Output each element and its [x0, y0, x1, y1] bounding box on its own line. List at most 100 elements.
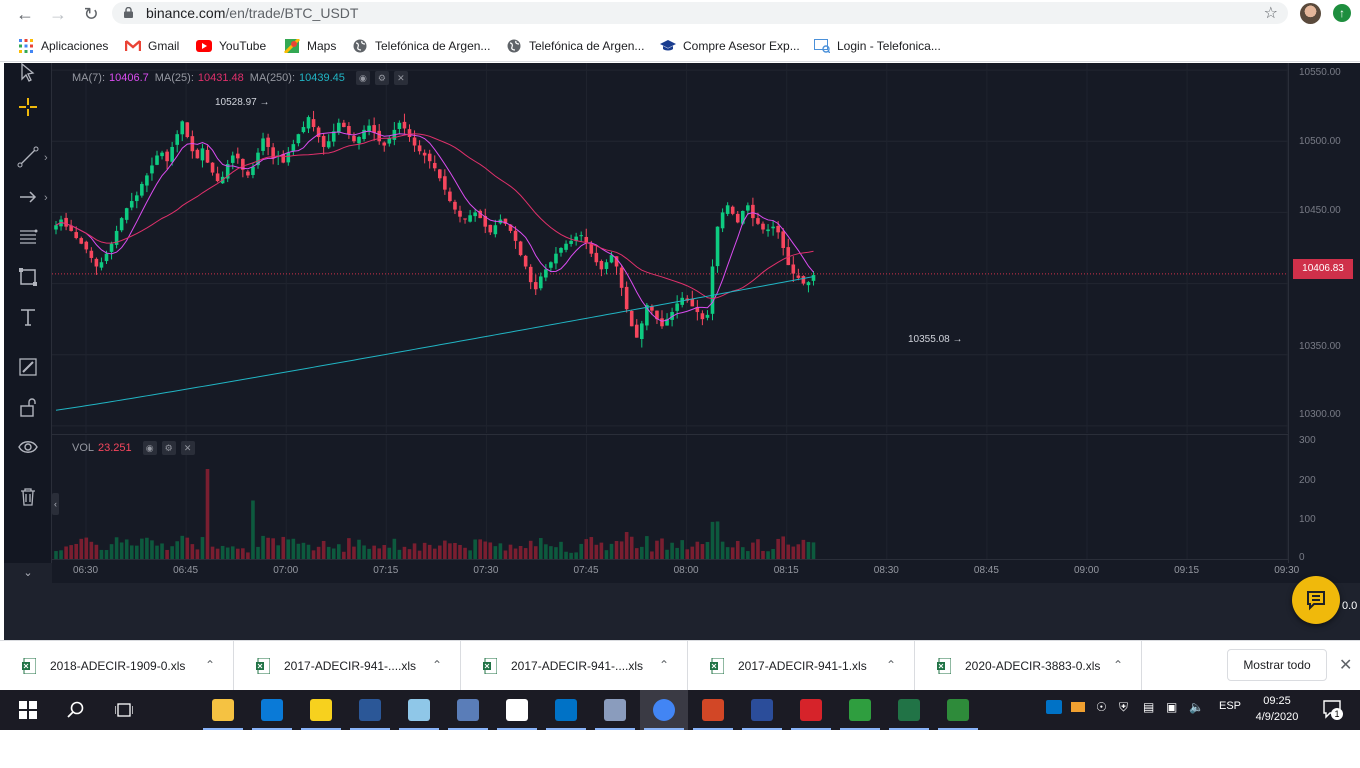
- lock-tool[interactable]: [14, 394, 42, 420]
- expand-chevron-icon[interactable]: ›: [44, 192, 48, 204]
- close-icon[interactable]: ✕: [180, 441, 195, 455]
- candle: [488, 224, 493, 233]
- close-icon[interactable]: ✕: [393, 71, 408, 85]
- rectangle-tool[interactable]: [14, 264, 42, 290]
- download-item[interactable]: 2020-ADECIR-3883-0.xls ⌃: [915, 641, 1142, 691]
- outlook-tray-icon[interactable]: [1046, 700, 1062, 717]
- back-icon[interactable]: ←: [16, 4, 34, 24]
- cursor-tool[interactable]: [14, 59, 42, 85]
- volume-bar: [347, 538, 351, 560]
- download-item[interactable]: 2017-ADECIR-941-....xls ⌃: [234, 641, 461, 691]
- edge-icon[interactable]: [248, 690, 296, 730]
- network-icon[interactable]: ▣: [1166, 700, 1178, 714]
- bookmark-asesor[interactable]: Compre Asesor Exp...: [660, 37, 800, 55]
- forward-icon[interactable]: →: [49, 4, 67, 24]
- sticky-notes-icon[interactable]: [297, 690, 345, 730]
- bookmark-telefonica-1[interactable]: Telefónica de Argen...: [352, 37, 490, 55]
- crosshair-tool[interactable]: [14, 94, 42, 120]
- mail-tray-icon[interactable]: [1071, 700, 1085, 715]
- bookmark-youtube[interactable]: YouTube: [196, 37, 266, 55]
- settings-icon[interactable]: ⚙: [374, 71, 389, 85]
- volume-bar: [251, 500, 255, 560]
- snipping-icon[interactable]: [444, 690, 492, 730]
- volume-bar: [286, 539, 291, 560]
- download-item[interactable]: 2017-ADECIR-941-1.xls ⌃: [688, 641, 915, 691]
- chrome-icon[interactable]: [640, 690, 688, 730]
- bookmark-login[interactable]: Login - Telefonica...: [814, 37, 941, 55]
- language-indicator[interactable]: ESP: [1219, 700, 1242, 712]
- notepad-icon[interactable]: [395, 690, 443, 730]
- outlook-icon[interactable]: [542, 690, 590, 730]
- task-view-icon[interactable]: [100, 690, 148, 730]
- excel-tool-icon[interactable]: [934, 690, 982, 730]
- excel-icon[interactable]: [885, 690, 933, 730]
- windows-start-icon[interactable]: [4, 690, 52, 730]
- volume-icon[interactable]: 🔈: [1189, 700, 1204, 714]
- arrow-tool[interactable]: [14, 184, 42, 210]
- reload-icon[interactable]: ↻: [83, 4, 99, 24]
- eye-icon[interactable]: ◉: [142, 441, 157, 455]
- app-green-icon[interactable]: [836, 690, 884, 730]
- profile-avatar[interactable]: [1300, 3, 1321, 24]
- url-field[interactable]: binance.com/en/trade/BTC_USDT ☆: [112, 2, 1288, 24]
- powerpoint-icon[interactable]: [689, 690, 737, 730]
- chevron-up-icon[interactable]: ⌃: [1112, 658, 1123, 672]
- imap-icon[interactable]: [738, 690, 786, 730]
- chevron-up-icon[interactable]: ⌃: [658, 658, 669, 672]
- time-tick: 07:00: [273, 565, 299, 576]
- volume-pane[interactable]: VOL 23.251 ◉ ⚙ ✕ ‹: [52, 434, 1288, 560]
- network-adapter-icon[interactable]: ▤: [1143, 700, 1155, 714]
- sync-tray-icon[interactable]: ☉: [1096, 700, 1107, 714]
- chevron-up-icon[interactable]: ⌃: [431, 658, 442, 672]
- volume-bar: [109, 544, 114, 560]
- eye-icon[interactable]: ◉: [355, 71, 370, 85]
- price-axis[interactable]: 10550.00 10500.00 10450.00 10350.00 1030…: [1288, 63, 1360, 563]
- file-explorer-icon[interactable]: [199, 690, 247, 730]
- volume-bar: [781, 536, 785, 560]
- trendline-tool[interactable]: [14, 144, 42, 170]
- update-icon[interactable]: ↑: [1333, 4, 1351, 22]
- system-clock[interactable]: 09:25 4/9/2020: [1253, 693, 1301, 725]
- candle: [417, 145, 422, 152]
- download-shelf: 2018-ADECIR-1909-0.xls ⌃ 2017-ADECIR-941…: [0, 640, 1360, 691]
- show-all-downloads-button[interactable]: Mostrar todo: [1227, 649, 1327, 681]
- volume-bar: [412, 543, 417, 560]
- bookmark-telefonica-2[interactable]: Telefónica de Argen...: [506, 37, 644, 55]
- candle: [801, 276, 806, 284]
- collapse-toolbar-icon[interactable]: ⌄: [4, 563, 52, 583]
- delete-tool[interactable]: [14, 483, 42, 509]
- download-item[interactable]: 2017-ADECIR-941-....xls ⌃: [461, 641, 688, 691]
- clock-date: 4/9/2020: [1255, 711, 1299, 723]
- price-pane[interactable]: MA(7): 10406.7 MA(25): 10431.48 MA(250):…: [52, 63, 1288, 433]
- chevron-up-icon[interactable]: ⌃: [885, 658, 896, 672]
- candle: [306, 117, 311, 129]
- time-tick: 08:45: [973, 565, 999, 576]
- scroll-left-handle[interactable]: ‹: [52, 493, 59, 515]
- close-icon[interactable]: ✕: [1339, 657, 1353, 674]
- notifications-icon[interactable]: 1: [1322, 699, 1343, 722]
- photos-icon[interactable]: [493, 690, 541, 730]
- text-tool[interactable]: [14, 304, 42, 330]
- candle: [645, 304, 649, 326]
- defender-shield-icon[interactable]: ⛨: [1119, 700, 1129, 714]
- app-red-icon[interactable]: [787, 690, 835, 730]
- time-axis[interactable]: 06:30 06:45 07:00 07:15 07:30 07:45 08:00 08:15…: [52, 559, 1299, 583]
- download-item[interactable]: 2018-ADECIR-1909-0.xls ⌃: [0, 641, 234, 691]
- bookmark-gmail[interactable]: Gmail: [125, 37, 179, 55]
- control-panel-icon[interactable]: [591, 690, 639, 730]
- bookmark-star-icon[interactable]: ☆: [1263, 5, 1278, 22]
- expand-chevron-icon[interactable]: ›: [44, 152, 48, 164]
- brush-tool[interactable]: [14, 354, 42, 380]
- chevron-up-icon[interactable]: ⌃: [204, 658, 215, 672]
- volume-bar: [397, 549, 402, 560]
- settings-icon[interactable]: ⚙: [161, 441, 176, 455]
- bookmark-maps[interactable]: Maps: [284, 37, 336, 55]
- trading-chart[interactable]: › › ⌄ MA(7): 10406.7 MA(25): 10431.48 MA…: [4, 62, 1360, 640]
- bookmark-apps[interactable]: Aplicaciones: [18, 37, 108, 55]
- chat-button[interactable]: [1292, 576, 1340, 624]
- search-icon[interactable]: [52, 690, 100, 730]
- visibility-tool[interactable]: [14, 434, 42, 460]
- fib-tool[interactable]: [14, 224, 42, 250]
- word-icon[interactable]: [346, 690, 394, 730]
- text-icon: [21, 309, 35, 326]
